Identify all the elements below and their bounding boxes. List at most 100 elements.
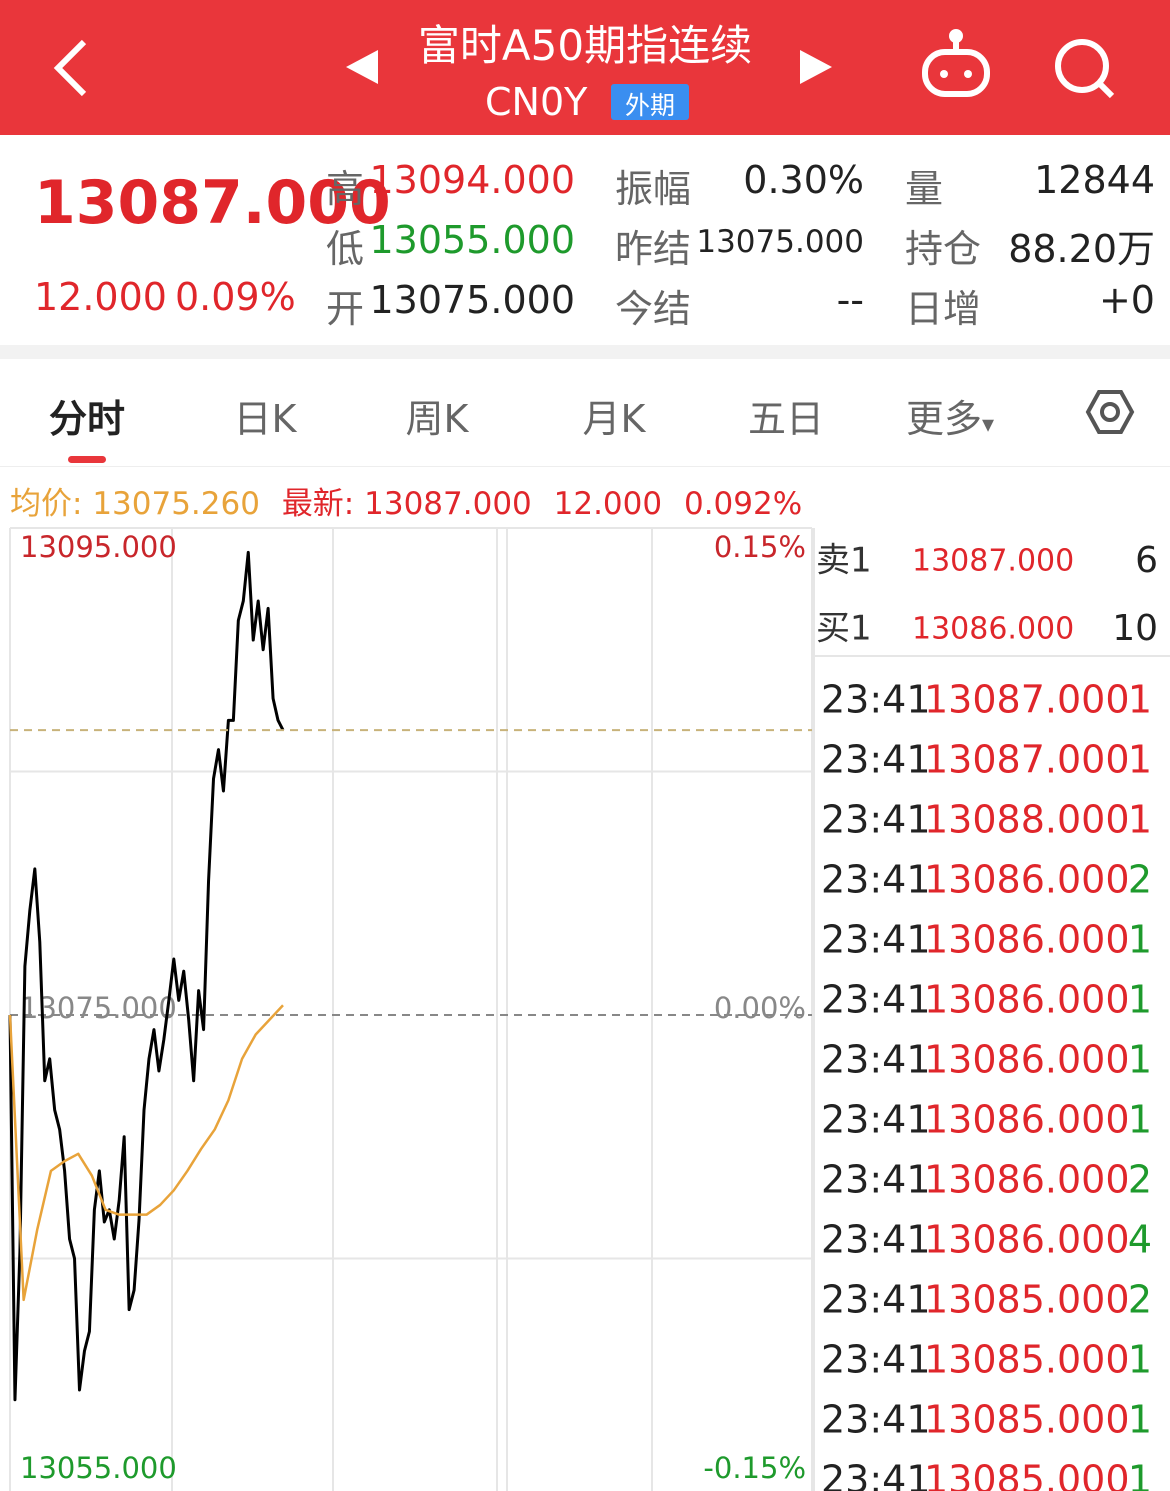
trade-price: 13085.000 [924,1278,1130,1322]
tab-indicator [68,456,106,463]
trade-price: 13086.000 [924,1218,1130,1262]
book-price: 13087.000 [912,544,1074,579]
title: 富时A50期指连续 [417,21,753,70]
book-price: 13086.000 [912,612,1074,647]
change-pct: 0.09% [175,275,296,319]
separator [0,345,1170,359]
stat-label: 高 [326,167,365,211]
y2-tick-label: 0.00% [714,991,806,1025]
trade-price: 13085.000 [924,1458,1130,1491]
avg-value: 13075.260 [92,486,260,522]
badge-bg [611,84,689,120]
back-button[interactable] [53,39,87,97]
trade-time: 23:41 [821,978,931,1022]
trade-price: 13087.000 [924,738,1130,782]
trade-price: 13086.000 [924,1038,1130,1082]
price-line [8,550,285,1402]
trade-volume: 1 [1128,738,1152,782]
trade-volume: 1 [1128,1038,1152,1082]
stat-value: 0.30% [743,158,864,202]
trade-time: 23:41 [821,918,931,962]
stat-label: 开 [326,287,365,331]
trade-volume: 1 [1128,678,1152,722]
search-button[interactable] [1055,39,1115,99]
side-panel [814,528,1170,1491]
divider [0,466,1170,467]
price: 13087.000 [34,168,391,238]
y-tick-label: 13095.000 [20,530,177,564]
latest-change-pct: 0.092% [683,486,803,522]
badge: 外期 [624,91,675,120]
assistant-button[interactable] [922,29,990,97]
trade-time: 23:41 [821,738,931,782]
book-side: 买1 [816,609,872,649]
stat-label: 昨结 [615,227,692,271]
trade-volume: 2 [1128,858,1152,902]
stat-label: 今结 [615,287,692,331]
trade-price: 13086.000 [924,1098,1130,1142]
trade-volume: 1 [1128,798,1152,842]
settings-button[interactable] [1080,385,1140,439]
y-tick-label: 13075.000 [20,991,177,1025]
trade-volume: 1 [1128,1338,1152,1382]
stat-label: 日增 [905,287,982,331]
stat-value: -- [836,278,864,322]
trade-price: 13086.000 [924,978,1130,1022]
tab[interactable]: 周K [405,397,469,441]
dropdown-caret: ▾ [981,410,995,438]
trade-time: 23:41 [821,1038,931,1082]
next-button[interactable] [800,50,832,84]
latest-value: 13087.000 [364,486,532,522]
trade-volume: 1 [1128,1398,1152,1442]
trade-price: 13087.000 [924,678,1130,722]
tab[interactable]: 更多▾ [905,397,995,441]
stat-label: 量 [905,167,944,211]
trade-volume: 2 [1128,1158,1152,1202]
stat-value: 13094.000 [369,158,576,202]
info-line: 均价: 13075.260 最新: 13087.000 12.000 0.092… [10,478,802,523]
book-volume: 10 [1112,608,1158,649]
prev-button[interactable] [346,50,378,84]
trade-time: 23:41 [821,1278,931,1322]
book-side: 卖1 [816,541,872,581]
average-line [8,1004,284,1302]
avg-label: 均价: [10,486,83,522]
trade-price: 13086.000 [924,858,1130,902]
trade-time: 23:41 [821,1218,931,1262]
tab[interactable]: 分时 [48,397,125,441]
y2-tick-label: 0.15% [714,530,806,564]
trade-volume: 1 [1128,1098,1152,1142]
trade-volume: 1 [1128,1458,1152,1491]
trade-time: 23:41 [821,678,931,722]
trade-time: 23:41 [821,1338,931,1382]
trade-volume: 1 [1128,978,1152,1022]
trade-time: 23:41 [821,858,931,902]
trade-volume: 1 [1128,918,1152,962]
y-tick-label: 13055.000 [20,1451,177,1485]
trade-price: 13085.000 [924,1398,1130,1442]
trade-volume: 4 [1128,1218,1152,1262]
trade-time: 23:41 [821,1158,931,1202]
trade-volume: 2 [1128,1278,1152,1322]
latest-change: 12.000 [553,486,663,522]
trade-time: 23:41 [821,1398,931,1442]
y2-tick-label: -0.15% [703,1451,806,1485]
stat-value: 13055.000 [369,218,576,262]
stat-label: 振幅 [615,167,692,211]
stat-value: 88.20万 [1008,227,1155,271]
trade-price: 13085.000 [924,1338,1130,1382]
tab[interactable]: 日K [233,397,297,441]
header-icons [53,29,1115,120]
book-volume: 6 [1135,540,1158,581]
header-bar: 富时A50期指连续 CN0Y 外期 [0,0,1170,135]
tab[interactable]: 五日 [747,397,824,441]
trade-price: 13088.000 [924,798,1130,842]
stat-value: 12844 [1034,158,1155,202]
trade-time: 23:41 [821,1098,931,1142]
tab[interactable]: 月K [582,397,646,441]
trade-time: 23:41 [821,798,931,842]
stat-value: 13075.000 [696,224,864,260]
trade-price: 13086.000 [924,918,1130,962]
